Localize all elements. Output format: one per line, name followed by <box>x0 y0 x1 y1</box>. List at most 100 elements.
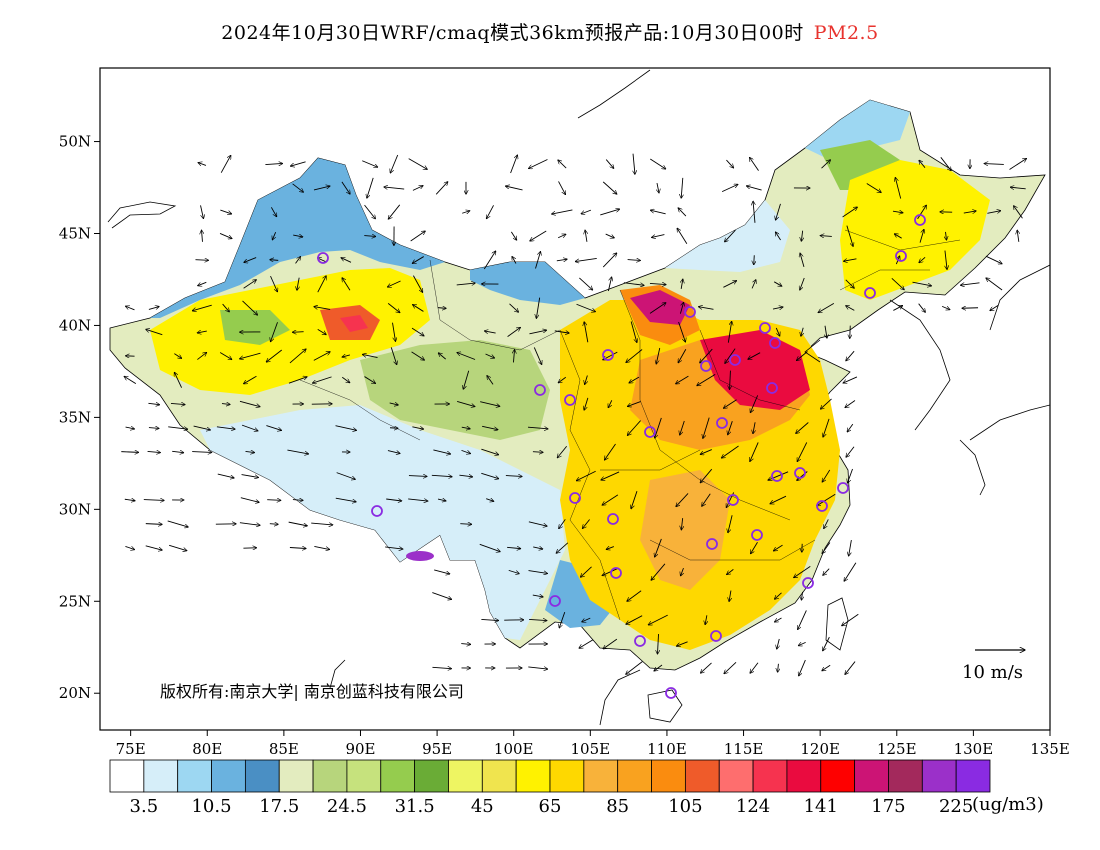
colorbar-swatch <box>380 759 416 793</box>
city-marker <box>837 482 849 494</box>
city-marker <box>914 214 926 226</box>
wind-arrow <box>575 258 597 261</box>
wind-arrow <box>195 260 208 261</box>
wind-arrow <box>891 277 904 289</box>
wind-arrow <box>721 184 738 193</box>
city-marker <box>710 630 722 642</box>
wind-arrow <box>367 177 374 198</box>
wind-arrow <box>437 308 446 309</box>
wind-arrow <box>433 449 450 454</box>
wind-arrow <box>510 231 516 240</box>
colorbar-swatch <box>718 759 754 793</box>
wind-arrow <box>485 353 495 358</box>
wind-arrow <box>507 547 521 548</box>
colorbar-swatch <box>955 759 991 793</box>
map-content <box>107 69 1050 726</box>
city-marker <box>644 426 656 438</box>
wind-arrow <box>513 350 514 363</box>
wind-arrow <box>410 231 426 242</box>
wind-arrow <box>919 256 926 262</box>
wind-arrow <box>318 258 327 263</box>
wind-arrow <box>582 519 590 529</box>
colorbar-swatch <box>617 759 652 793</box>
wind-arrow <box>697 374 716 385</box>
city-marker <box>371 505 383 517</box>
wind-arrow <box>700 662 712 673</box>
lon-tick-label: 110E <box>647 740 687 758</box>
wind-arrow <box>797 442 808 461</box>
wind-arrow <box>124 499 135 501</box>
wind-arrow <box>219 352 232 359</box>
wind-arrow <box>481 619 498 620</box>
colorbar-label: 124 <box>736 796 770 817</box>
wind-arrow <box>746 186 762 191</box>
wind-arrow <box>775 617 782 622</box>
wind-arrow <box>580 566 592 577</box>
wind-arrow <box>486 499 494 502</box>
colorbar-swatch <box>448 759 483 793</box>
wind-arrow <box>584 397 589 410</box>
wind-arrow <box>608 400 613 407</box>
wind-arrow <box>601 471 620 480</box>
wind-arrow <box>528 570 548 574</box>
colorbar-swatch <box>583 759 619 793</box>
wind-arrow <box>486 205 494 218</box>
wind-arrow <box>335 497 356 502</box>
wind-arrow <box>842 613 859 625</box>
wind-arrow <box>579 639 594 649</box>
wind-arrow <box>288 377 307 384</box>
wind-arrow <box>799 659 806 676</box>
colorbar-swatch <box>244 759 280 793</box>
wind-arrow <box>507 327 521 337</box>
wind-arrow <box>582 617 591 622</box>
wind-arrow <box>724 661 737 673</box>
lon-tick-label: 120E <box>800 740 840 758</box>
wind-arrow <box>700 468 713 483</box>
wind-arrow <box>125 545 134 549</box>
wind-arrow <box>866 183 881 192</box>
city-marker <box>634 635 646 647</box>
wind-arrow <box>461 427 470 429</box>
wind-arrow <box>146 329 163 336</box>
wind-arrow <box>384 187 405 189</box>
wind-arrow <box>699 307 714 310</box>
wind-arrow <box>554 331 569 333</box>
wind-arrow <box>822 469 831 482</box>
wind-arrow <box>411 351 425 360</box>
wind-arrow <box>676 641 688 646</box>
wind-arrow <box>270 207 276 216</box>
wind-arrow <box>197 331 207 333</box>
wind-arrow <box>479 543 501 551</box>
wind-arrow <box>558 181 566 194</box>
wind-arrow <box>364 204 376 219</box>
wind-arrow <box>600 209 619 216</box>
wind-arrow <box>631 491 638 509</box>
colorbar-swatch <box>211 759 246 793</box>
wind-arrow <box>558 160 567 169</box>
wind-arrow <box>317 329 327 334</box>
wind-arrow <box>242 300 258 315</box>
wind-arrow <box>604 443 616 460</box>
city-marker <box>895 250 907 262</box>
wind-arrow <box>845 279 854 288</box>
colorbar-swatch <box>854 759 889 793</box>
wind-arrow <box>623 282 644 286</box>
province-borders <box>299 229 961 621</box>
city-marker <box>716 417 728 429</box>
wind-arrow <box>823 568 830 576</box>
wind-arrow <box>456 283 476 285</box>
wind-arrow <box>266 425 281 431</box>
wind-arrow <box>630 321 637 343</box>
wind-reference: 10 m/s <box>962 650 1025 683</box>
wind-arrow <box>820 398 832 409</box>
wind-arrow <box>627 590 642 602</box>
wind-arrow <box>585 230 587 242</box>
lat-tick-label: 45N <box>59 225 91 243</box>
colorbar-label: 24.5 <box>327 796 367 817</box>
wind-arrow <box>962 308 979 309</box>
wind-arrow <box>362 160 378 167</box>
wind-arrow <box>388 204 401 219</box>
wind-arrow <box>197 352 206 360</box>
wind-arrow <box>748 352 761 360</box>
wind-reference-label: 10 m/s <box>962 662 1023 683</box>
